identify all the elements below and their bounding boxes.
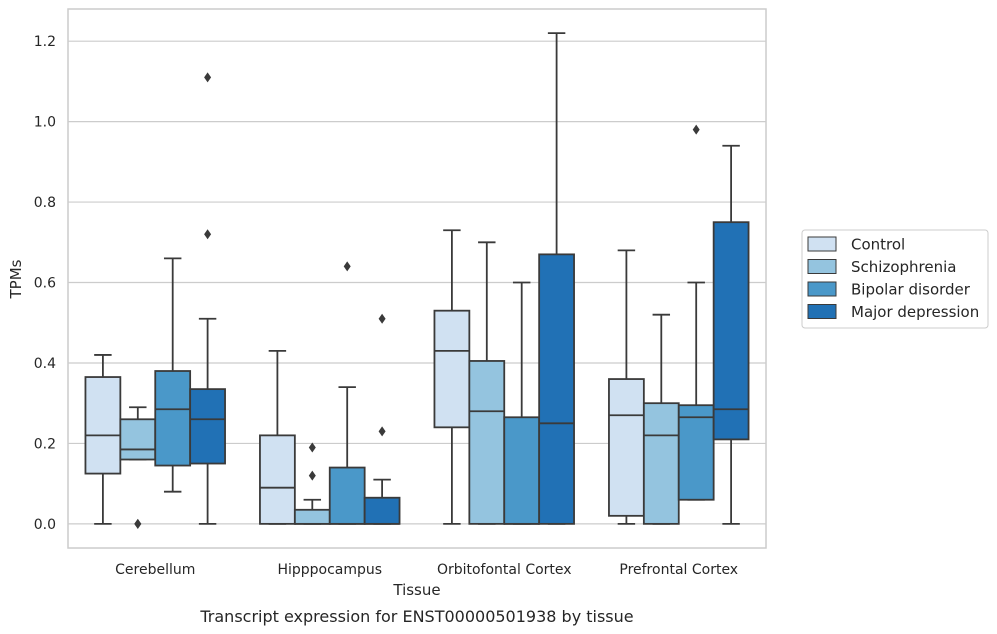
y-tick-label: 0.4 (34, 356, 56, 372)
outlier-point (308, 470, 316, 481)
box-rect (677, 404, 715, 501)
y-tick-label: 0.2 (34, 436, 56, 452)
box-rect (259, 434, 296, 525)
box-rect (712, 221, 750, 441)
x-tick-label: Cerebellum (115, 562, 195, 578)
legend-label: Schizophrenia (851, 258, 956, 276)
box-group (84, 72, 226, 529)
plot-frame (67, 8, 767, 549)
box-rect (154, 370, 192, 467)
box-rect (503, 416, 541, 525)
legend-swatch (807, 259, 837, 274)
legend-swatch (807, 236, 837, 252)
outlier-point (378, 313, 386, 324)
box-rect (119, 418, 157, 461)
y-tick-label: 0.0 (34, 517, 56, 533)
box-groups (84, 32, 750, 529)
box-rect (189, 388, 226, 465)
legend-label: Major depression (851, 303, 979, 321)
x-tick-label: Orbitofontal Cortex (437, 562, 572, 578)
box-rect (363, 496, 401, 525)
legend-swatch (807, 281, 837, 297)
box-rect (642, 402, 680, 525)
y-tick-label: 0.8 (34, 195, 56, 211)
box-rect (84, 376, 122, 475)
outlier-point (343, 261, 351, 272)
y-tick-label: 1.0 (34, 115, 56, 131)
legend-swatch (807, 304, 837, 319)
outlier-point (134, 518, 142, 529)
box-rect (328, 466, 366, 525)
y-tick-label: 0.6 (34, 276, 56, 292)
box-rect (433, 309, 471, 429)
box-rect (293, 508, 331, 525)
outlier-point (204, 72, 212, 83)
box-group (608, 124, 750, 525)
legend-label: Bipolar disorder (851, 281, 971, 299)
box-group (259, 261, 401, 525)
y-axis-title: TPMs (7, 259, 25, 299)
outlier-point (308, 442, 316, 453)
legend-label: Control (851, 236, 905, 254)
outlier-point (204, 229, 212, 240)
outlier-point (692, 124, 700, 135)
outlier-point (378, 426, 386, 437)
box-group (433, 32, 575, 525)
x-tick-label: Hipppocampus (277, 562, 382, 578)
x-tick-label: Prefrontal Cortex (619, 562, 738, 578)
box-rect (538, 253, 575, 525)
chart-caption: Transcript expression for ENST0000050193… (199, 607, 633, 626)
box-rect (608, 378, 645, 517)
x-axis-ticks: Cerebellum Hipppocampus Orbitofontal Corte… (115, 562, 738, 578)
y-tick-label: 1.2 (34, 34, 56, 50)
box-rect (468, 360, 506, 525)
x-axis-title: Tissue (392, 581, 440, 599)
legend: Control Schizophrenia Bipolar disorder Majo… (801, 229, 989, 329)
y-axis-ticks: 0.0 0.2 0.4 0.6 0.8 1.0 1.2 (34, 34, 56, 533)
legend-frame (801, 229, 989, 329)
